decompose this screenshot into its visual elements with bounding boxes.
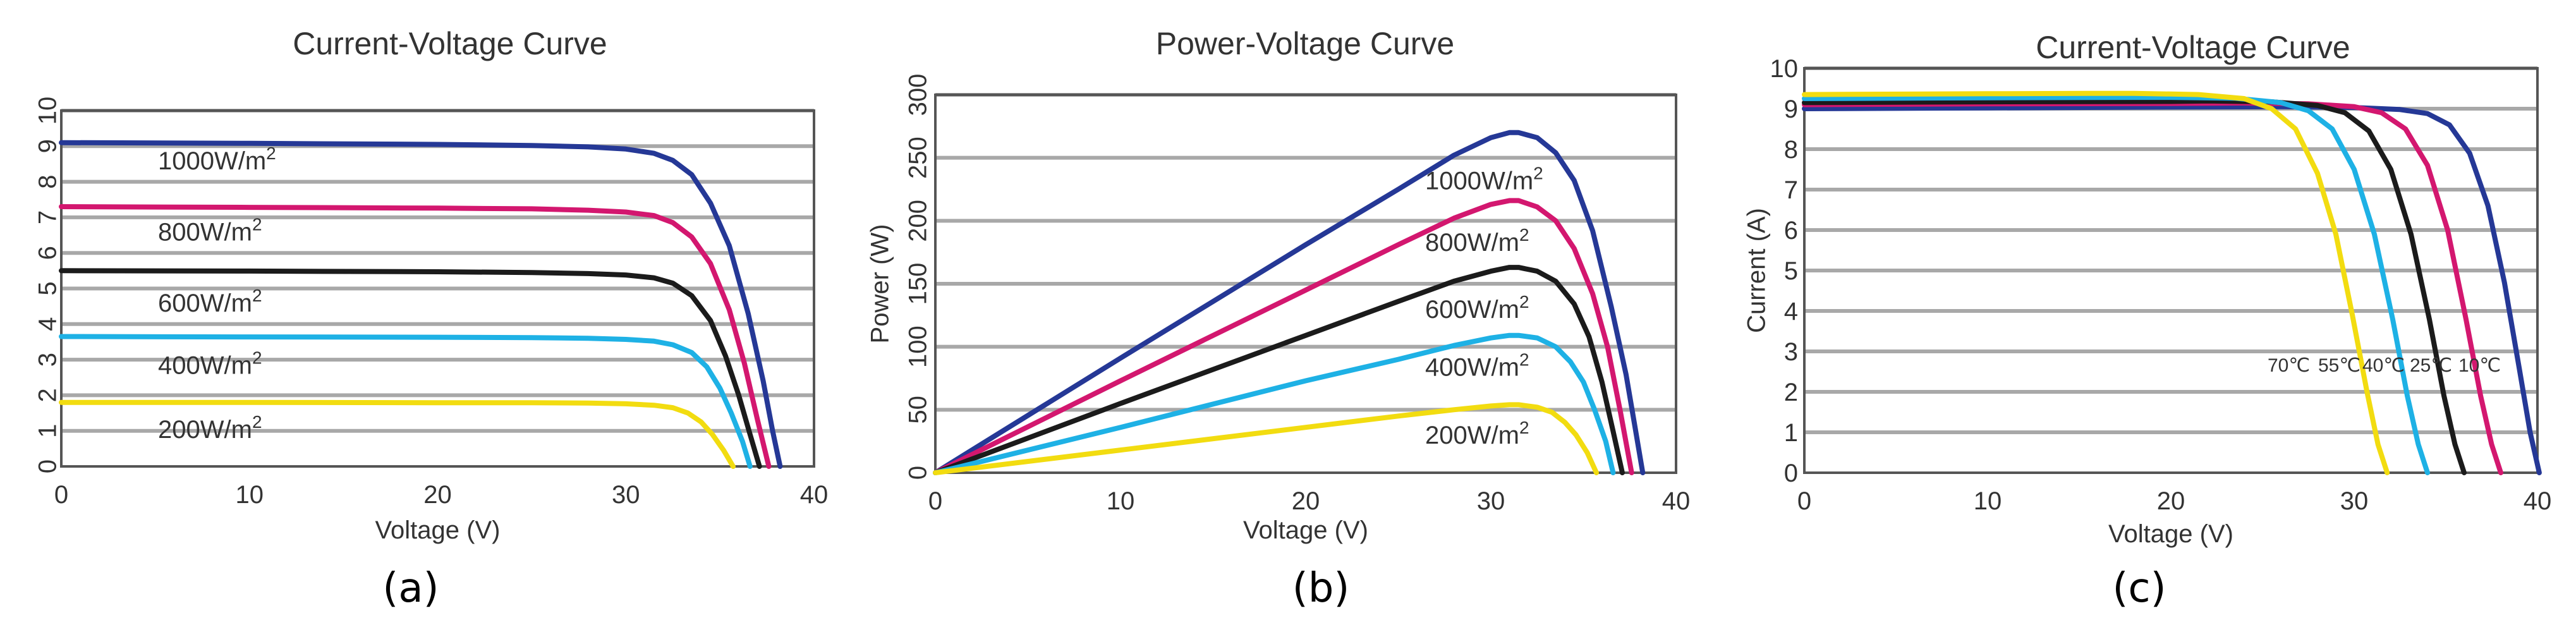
y-tick-label: 150 — [904, 263, 932, 305]
y-tick-label: 0 — [34, 459, 62, 473]
temperature-label: 40℃ — [2362, 355, 2405, 376]
x-tick-label: 10 — [236, 481, 264, 509]
x-tick-label: 20 — [423, 481, 452, 509]
x-tick-label: 40 — [800, 481, 829, 509]
chart-title: Current-Voltage Curve — [2036, 30, 2350, 65]
y-tick-label: 0 — [1784, 459, 1798, 487]
series-label: 800W/m2 — [1425, 225, 1529, 257]
y-tick-label: 200 — [904, 200, 932, 242]
x-tick-label: 40 — [2524, 487, 2552, 515]
series-line-55 — [1802, 95, 2430, 475]
series-label: 800W/m2 — [158, 214, 262, 246]
x-tick-label: 20 — [2157, 487, 2185, 515]
series-label: 600W/m2 — [158, 286, 262, 317]
x-tick-label: 0 — [1797, 487, 1811, 515]
plot-frame — [1803, 67, 2539, 474]
y-axis-label: Power (W) — [866, 224, 894, 344]
series-line-600wm — [59, 268, 762, 469]
series-line-400wm — [933, 332, 1616, 475]
x-tick-label: 30 — [612, 481, 640, 509]
series-label: 1000W/m2 — [158, 143, 276, 175]
y-tick-label: 8 — [34, 174, 62, 188]
y-tick-label: 6 — [1784, 217, 1798, 245]
series-label: 200W/m2 — [1425, 418, 1529, 449]
panel-a: 0 10 20 30 40 0 1 2 3 4 5 6 7 8 9 10 Current-Voltage Cur… — [34, 26, 829, 612]
x-axis-label: Voltage (V) — [1243, 516, 1368, 544]
y-tick-label: 4 — [1784, 298, 1798, 325]
y-tick-label: 1 — [34, 424, 62, 438]
y-tick-label: 4 — [34, 317, 62, 331]
y-tick-label: 3 — [1784, 338, 1798, 366]
y-tick-label: 8 — [1784, 136, 1798, 164]
series-line-10 — [1802, 104, 2542, 475]
y-tick-label: 50 — [904, 396, 932, 424]
temperature-label: 25℃ — [2410, 355, 2452, 376]
temperature-label: 55℃ — [2318, 355, 2360, 376]
series-label: 600W/m2 — [1425, 292, 1529, 324]
x-tick-label: 10 — [1974, 487, 2002, 515]
y-tick-label: 5 — [1784, 257, 1798, 285]
panel-c: 0 10 20 30 40 0 1 2 3 4 5 6 7 8 9 10 Current-Voltage Cur… — [1743, 30, 2552, 612]
y-tick-label: 2 — [1784, 379, 1798, 406]
series-line-200wm — [933, 402, 1599, 475]
plot-frame — [60, 109, 815, 468]
panel-b: 0 10 20 30 40 0 50 100 150 200 250 300 Power-Voltage… — [866, 26, 1691, 612]
y-tick-label: 5 — [34, 281, 62, 295]
plot-frame — [934, 94, 1677, 474]
panel-caption: (b) — [1292, 565, 1350, 612]
x-tick-label: 30 — [2340, 487, 2369, 515]
x-tick-label: 40 — [1662, 487, 1691, 515]
y-tick-label: 7 — [1784, 176, 1798, 204]
series-line-1000wm — [933, 130, 1646, 475]
y-tick-label: 10 — [1770, 55, 1799, 83]
x-axis-label: Voltage (V) — [375, 516, 501, 544]
y-tick-label: 0 — [904, 466, 932, 480]
y-tick-label: 6 — [34, 246, 62, 260]
x-axis-label: Voltage (V) — [2108, 520, 2233, 548]
series-label: 400W/m2 — [1425, 350, 1529, 382]
series-label: 400W/m2 — [158, 348, 262, 380]
series-line-200wm — [59, 399, 736, 469]
series-line-600wm — [933, 265, 1625, 475]
panel-caption: (c) — [2112, 565, 2166, 612]
series-label: 1000W/m2 — [1425, 164, 1543, 195]
y-tick-label: 300 — [904, 74, 932, 116]
y-tick-label: 100 — [904, 325, 932, 368]
x-tick-label: 0 — [928, 487, 942, 515]
y-tick-label: 9 — [34, 139, 62, 153]
x-tick-label: 0 — [54, 481, 68, 509]
series-line-25 — [1802, 100, 2503, 475]
y-tick-label: 7 — [34, 210, 62, 224]
x-tick-label: 30 — [1477, 487, 1505, 515]
y-tick-label: 3 — [34, 353, 62, 367]
series-line-1000wm — [59, 140, 783, 469]
chart-title: Power-Voltage Curve — [1156, 26, 1454, 61]
series-line-800wm — [933, 198, 1634, 475]
series-line-400wm — [59, 334, 753, 469]
y-tick-label: 1 — [1784, 419, 1798, 447]
temperature-label: 70℃ — [2268, 355, 2310, 376]
series-line-70 — [1802, 90, 2390, 475]
y-tick-label: 2 — [34, 388, 62, 402]
y-tick-label: 9 — [1784, 95, 1798, 123]
series-label: 200W/m2 — [158, 412, 262, 444]
series-line-40 — [1802, 98, 2467, 475]
y-tick-label: 10 — [34, 97, 62, 125]
y-axis-label: Current (A) — [1743, 208, 1771, 333]
temperature-label: 10℃ — [2458, 355, 2501, 376]
x-tick-label: 20 — [1292, 487, 1320, 515]
panel-caption: (a) — [382, 565, 439, 612]
y-tick-label: 250 — [904, 137, 932, 179]
x-tick-label: 10 — [1107, 487, 1135, 515]
series-line-800wm — [59, 204, 772, 469]
chart-title: Current-Voltage Curve — [293, 26, 607, 61]
